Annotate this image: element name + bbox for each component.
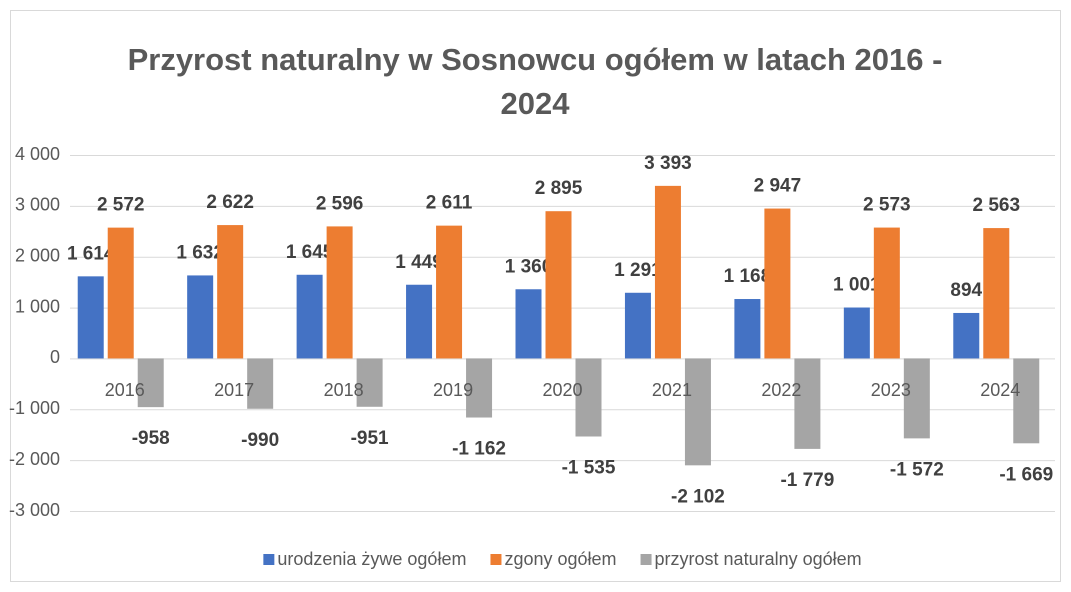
x-tick-label: 2016 bbox=[105, 380, 145, 400]
bar bbox=[107, 227, 134, 359]
data-label: 1 632 bbox=[176, 242, 224, 263]
y-tick-label: 1 000 bbox=[15, 296, 60, 316]
bar bbox=[654, 185, 681, 359]
data-label: 1 001 bbox=[833, 275, 881, 296]
bar bbox=[1013, 358, 1040, 444]
data-label: 894 bbox=[950, 280, 982, 301]
bar bbox=[436, 225, 463, 359]
legend-label: urodzenia żywe ogółem bbox=[277, 549, 466, 569]
data-label: 2 563 bbox=[973, 195, 1021, 216]
data-label: 2 611 bbox=[426, 193, 473, 214]
chart-title: Przyrost naturalny w Sosnowcu ogółem w l… bbox=[127, 42, 943, 121]
bar bbox=[466, 358, 493, 418]
legend-swatch bbox=[640, 554, 652, 565]
data-label: -1 779 bbox=[780, 470, 834, 491]
data-label: 2 572 bbox=[97, 195, 145, 216]
data-label: -2 102 bbox=[671, 486, 725, 507]
bar bbox=[575, 358, 602, 437]
data-label: 1 291 bbox=[614, 260, 662, 281]
legend-swatch bbox=[263, 554, 275, 565]
data-label: 2 895 bbox=[535, 178, 583, 199]
bar bbox=[326, 226, 353, 359]
data-label: 1 645 bbox=[286, 242, 334, 263]
data-label: -951 bbox=[351, 428, 389, 449]
y-tick-label: 3 000 bbox=[15, 195, 60, 215]
bar bbox=[684, 358, 711, 466]
bar bbox=[983, 228, 1010, 359]
bar bbox=[624, 292, 651, 359]
bar bbox=[137, 358, 164, 408]
y-tick-label: -2 000 bbox=[9, 449, 60, 469]
y-tick-label: 0 bbox=[50, 347, 60, 367]
y-tick-label: -3 000 bbox=[9, 500, 60, 520]
data-label: -958 bbox=[132, 428, 170, 449]
x-tick-label: 2018 bbox=[324, 380, 364, 400]
legend-label: przyrost naturalny ogółem bbox=[655, 549, 862, 569]
data-label: 2 947 bbox=[754, 176, 802, 197]
bar bbox=[296, 274, 323, 359]
legend-label: zgony ogółem bbox=[504, 549, 616, 569]
y-tick-label: -1 000 bbox=[9, 398, 60, 418]
bar bbox=[356, 358, 383, 407]
bar bbox=[545, 211, 572, 359]
data-label: -990 bbox=[241, 430, 279, 451]
data-label: 3 393 bbox=[644, 153, 692, 174]
data-label: 1 449 bbox=[395, 252, 443, 273]
data-label: 2 596 bbox=[316, 193, 364, 214]
bar bbox=[515, 289, 542, 359]
legend-swatch bbox=[490, 554, 502, 565]
data-label: 2 573 bbox=[863, 195, 911, 216]
data-label: 1 360 bbox=[505, 256, 553, 277]
data-label: -1 535 bbox=[562, 458, 616, 479]
x-tick-label: 2020 bbox=[542, 380, 582, 400]
y-tick-label: 4 000 bbox=[15, 144, 60, 164]
bar bbox=[217, 225, 244, 359]
bar bbox=[953, 312, 980, 359]
data-label: 1 168 bbox=[724, 266, 772, 287]
data-label: 1 614 bbox=[67, 243, 115, 264]
data-label: -1 162 bbox=[452, 439, 506, 460]
bar bbox=[247, 358, 274, 409]
bar bbox=[77, 276, 104, 359]
bar bbox=[734, 299, 761, 359]
bar bbox=[794, 358, 821, 449]
x-tick-label: 2022 bbox=[761, 380, 801, 400]
x-tick-label: 2024 bbox=[980, 380, 1020, 400]
bar bbox=[406, 284, 433, 359]
x-tick-label: 2019 bbox=[433, 380, 473, 400]
x-tick-label: 2017 bbox=[214, 380, 254, 400]
bar bbox=[903, 358, 930, 439]
bar bbox=[843, 307, 870, 359]
data-label: 2 622 bbox=[206, 192, 254, 213]
x-tick-label: 2021 bbox=[652, 380, 692, 400]
bar bbox=[873, 227, 900, 359]
data-label: -1 669 bbox=[999, 464, 1053, 485]
y-tick-label: 2 000 bbox=[15, 245, 60, 265]
data-label: -1 572 bbox=[890, 459, 944, 480]
bar bbox=[764, 208, 791, 359]
x-tick-label: 2023 bbox=[871, 380, 911, 400]
bar bbox=[187, 275, 214, 359]
